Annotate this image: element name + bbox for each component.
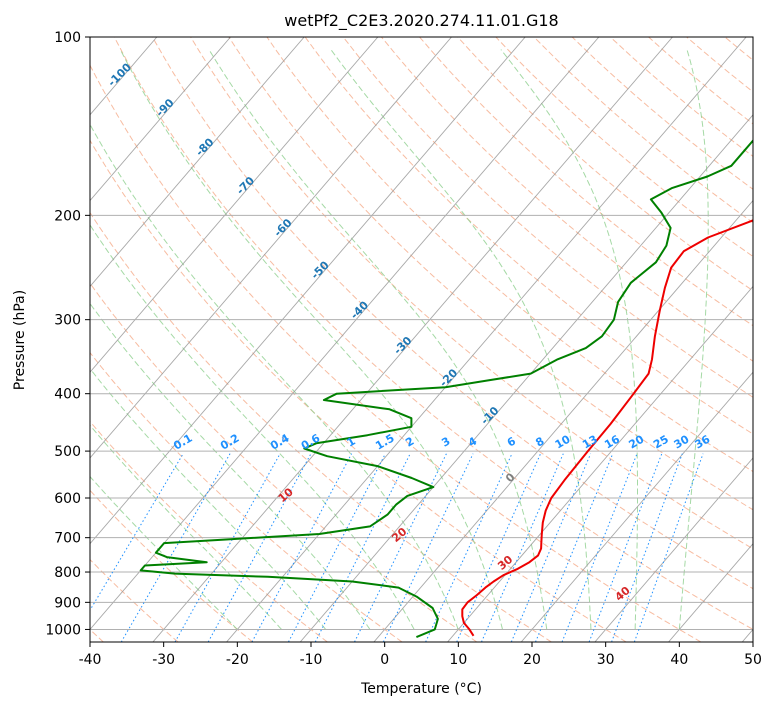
isotherm bbox=[226, 37, 747, 642]
x-tick-label: -40 bbox=[79, 652, 102, 668]
y-tick-label: 700 bbox=[54, 531, 81, 547]
plot-frame bbox=[89, 36, 754, 643]
isotherm bbox=[90, 37, 452, 459]
dry-adiabat bbox=[90, 489, 254, 642]
dry-adiabat bbox=[151, 37, 753, 590]
moist-adiabat bbox=[90, 224, 415, 630]
dry-adiabat bbox=[342, 37, 753, 398]
moist-adiabat bbox=[208, 49, 548, 630]
isotherm bbox=[90, 37, 379, 373]
mixing-ratio-line bbox=[611, 453, 683, 642]
dry-adiabat bbox=[113, 37, 753, 630]
moist-adiabat bbox=[119, 49, 503, 630]
mixing-ratio-line bbox=[354, 453, 447, 642]
dry-adiabat bbox=[90, 282, 478, 642]
x-tick-label: 30 bbox=[597, 652, 615, 668]
moist-adiabat bbox=[678, 49, 709, 630]
dewpoint-profile bbox=[139, 139, 753, 639]
temperature-profile bbox=[461, 219, 753, 637]
y-tick-label: 500 bbox=[54, 444, 81, 460]
moist-adiabat bbox=[90, 123, 459, 630]
y-tick-label: 300 bbox=[54, 313, 81, 329]
dry-adiabat bbox=[228, 37, 753, 511]
mixing-ratio-line bbox=[425, 453, 513, 642]
x-tick-label: 20 bbox=[523, 652, 541, 668]
isotherm bbox=[594, 457, 753, 642]
dry-adiabat bbox=[457, 37, 753, 292]
background-lines bbox=[90, 37, 753, 642]
isotherm bbox=[90, 37, 305, 288]
isotherm bbox=[90, 37, 526, 545]
mixing-ratio-line bbox=[288, 453, 386, 642]
mixing-ratio-line bbox=[588, 453, 663, 642]
moist-adiabat bbox=[90, 302, 371, 630]
chart-title: wetPf2_C2E3.2020.274.11.01.G18 bbox=[284, 11, 558, 31]
moist-adiabat bbox=[90, 367, 327, 630]
isotherm bbox=[90, 37, 600, 631]
dry-adiabat bbox=[380, 37, 753, 362]
dry-adiabat bbox=[609, 37, 753, 158]
mixing-ratio-line bbox=[314, 453, 411, 642]
isotherm bbox=[152, 37, 673, 642]
x-tick-label: 40 bbox=[670, 652, 688, 668]
mixing-ratio-line bbox=[120, 453, 231, 642]
y-tick-label: 800 bbox=[54, 565, 81, 581]
mixing-ratio-line bbox=[561, 453, 638, 642]
moist-adiabat bbox=[330, 49, 592, 630]
dry-adiabat bbox=[90, 351, 403, 642]
y-tick-label: 100 bbox=[54, 30, 81, 46]
dry-adiabat bbox=[90, 139, 627, 642]
profile-lines bbox=[139, 139, 753, 639]
dry-adiabat bbox=[190, 37, 753, 550]
isotherm bbox=[299, 114, 753, 642]
isotherm bbox=[373, 199, 753, 642]
isotherm bbox=[520, 371, 753, 642]
y-tick-label: 600 bbox=[54, 491, 81, 507]
x-tick-label: 50 bbox=[744, 652, 762, 668]
x-tick-label: 0 bbox=[380, 652, 389, 668]
dry-adiabat bbox=[533, 37, 753, 224]
x-tick-label: -10 bbox=[300, 652, 323, 668]
moist-adiabat bbox=[500, 49, 638, 630]
dry-adiabat bbox=[495, 37, 753, 258]
isotherm bbox=[90, 37, 231, 202]
x-tick-label: 10 bbox=[449, 652, 467, 668]
y-tick-label: 400 bbox=[54, 387, 81, 403]
x-tick-label: -30 bbox=[152, 652, 175, 668]
x-axis-label: Temperature (°C) bbox=[360, 681, 482, 697]
axis-ticks: -40 -30 -20 -10 0 10 20 30 40 50 100 200 300 400 500 60… bbox=[45, 30, 762, 668]
dry-adiabat bbox=[90, 64, 702, 642]
dry-adiabat bbox=[90, 211, 552, 642]
mixing-ratio-line bbox=[633, 453, 704, 642]
mixing-ratio-line bbox=[382, 453, 474, 642]
y-tick-label: 1000 bbox=[45, 622, 81, 638]
y-tick-label: 200 bbox=[54, 208, 81, 224]
y-axis-label: Pressure (hPa) bbox=[12, 290, 28, 390]
y-tick-label: 900 bbox=[54, 595, 81, 611]
dry-adiabat bbox=[571, 37, 753, 190]
isotherm bbox=[447, 285, 753, 642]
moist-adiabat bbox=[90, 475, 238, 630]
x-tick-label: -20 bbox=[226, 652, 249, 668]
